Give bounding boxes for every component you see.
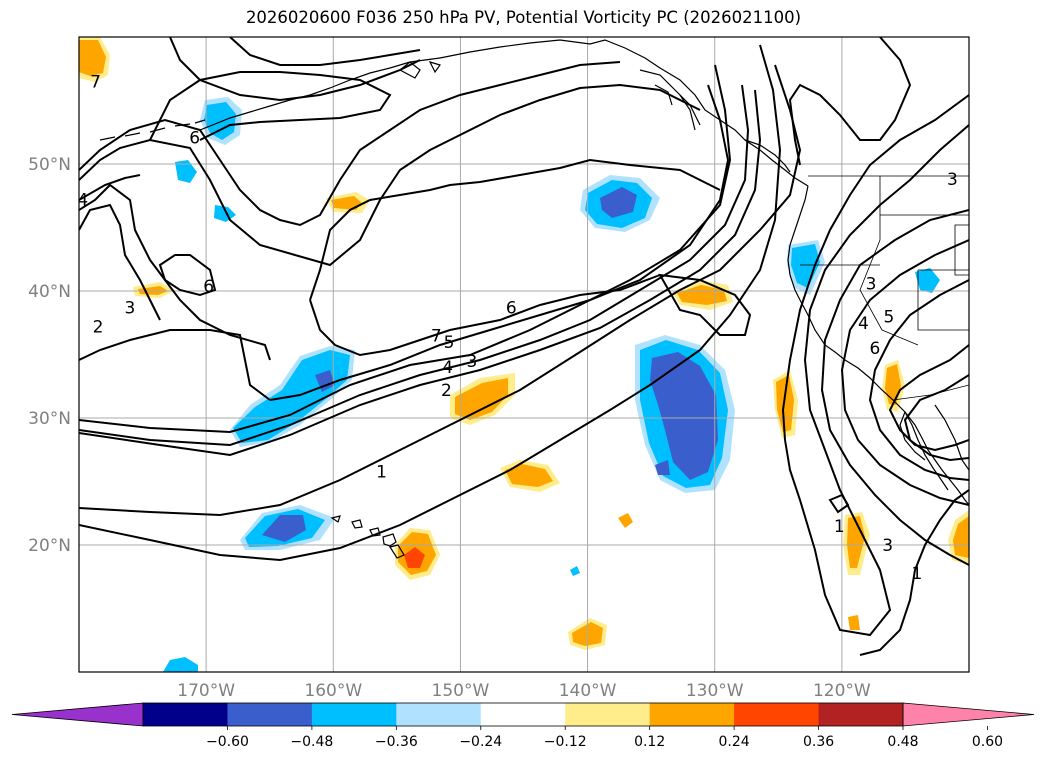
contour-label: 3 xyxy=(866,274,877,294)
contour-label: 4 xyxy=(442,358,453,378)
pv-contours xyxy=(79,37,969,656)
longitude-tick-label: 130°W xyxy=(686,681,744,701)
contour-label: 6 xyxy=(506,299,517,319)
longitude-tick-label: 170°W xyxy=(177,681,235,701)
colorbar-frame xyxy=(142,702,904,727)
longitude-labels: 170°W 160°W 150°W 140°W 130°W 120°W xyxy=(177,681,871,701)
contour-label: 1 xyxy=(834,517,845,537)
contour-label: 3 xyxy=(882,536,893,556)
longitude-tick-label: 140°W xyxy=(559,681,617,701)
colorbar-segment xyxy=(227,703,313,726)
colorbar-tick-label: 0.48 xyxy=(887,734,918,750)
colorbar: −0.60 −0.48 −0.36 −0.24 −0.12 0.12 0.24 0.36 0.4… xyxy=(11,702,1035,750)
colorbar-segment xyxy=(734,703,820,726)
latitude-tick-label: 50°N xyxy=(28,155,71,175)
colorbar-segment xyxy=(311,703,397,726)
latitude-tick-label: 20°N xyxy=(28,536,71,556)
colorbar-tick-label: 0.12 xyxy=(634,734,665,750)
contour-label: 2 xyxy=(441,381,452,401)
map-gridlines xyxy=(79,37,969,672)
colorbar-segment xyxy=(649,703,735,726)
longitude-tick-label: 150°W xyxy=(432,681,490,701)
contour-label: 5 xyxy=(444,333,455,353)
contour-label: 4 xyxy=(858,314,869,334)
colorbar-tick-label: 0.36 xyxy=(803,734,834,750)
colorbar-tick-label: −0.48 xyxy=(290,734,333,750)
colorbar-segment xyxy=(818,703,904,726)
longitude-tick-label: 120°W xyxy=(813,681,871,701)
latitude-tick-label: 40°N xyxy=(28,282,71,302)
colorbar-segment xyxy=(480,703,566,726)
contour-label: 7 xyxy=(90,72,101,92)
contour-label: 6 xyxy=(189,128,200,148)
colorbar-tick-label: 0.60 xyxy=(972,734,1003,750)
contour-label: 1 xyxy=(911,564,922,584)
latitude-labels: 50°N 40°N 30°N 20°N xyxy=(28,155,71,556)
colorbar-segment xyxy=(143,703,228,726)
contour-label: 3 xyxy=(124,299,135,319)
colorbar-tick-label: −0.36 xyxy=(375,734,418,750)
contour-label: 2 xyxy=(93,318,104,338)
contour-label: 4 xyxy=(77,191,88,211)
colorbar-tick-label: −0.12 xyxy=(544,734,587,750)
map-frame xyxy=(78,36,970,673)
colorbar-extend-low xyxy=(11,702,144,727)
colorbar-segment xyxy=(565,703,651,726)
colorbar-tick-label: −0.24 xyxy=(459,734,502,750)
contour-label: 7 xyxy=(431,326,442,346)
contour-label: 1 xyxy=(376,462,387,482)
colorbar-tick-label: 0.24 xyxy=(719,734,750,750)
longitude-tick-label: 160°W xyxy=(304,681,362,701)
contour-label: 6 xyxy=(203,277,214,297)
latitude-tick-label: 30°N xyxy=(28,409,71,429)
contour-label: 3 xyxy=(947,170,958,190)
contour-label: 3 xyxy=(466,352,477,372)
contour-label: 6 xyxy=(870,339,881,359)
coastlines xyxy=(99,39,969,559)
contour-label: 5 xyxy=(883,307,894,327)
colorbar-tick-label: −0.60 xyxy=(206,734,249,750)
map-title: 2026020600 F036 250 hPa PV, Potential Vo… xyxy=(245,8,802,27)
colorbar-segment xyxy=(396,703,482,726)
colorbar-extend-high xyxy=(902,702,1035,727)
